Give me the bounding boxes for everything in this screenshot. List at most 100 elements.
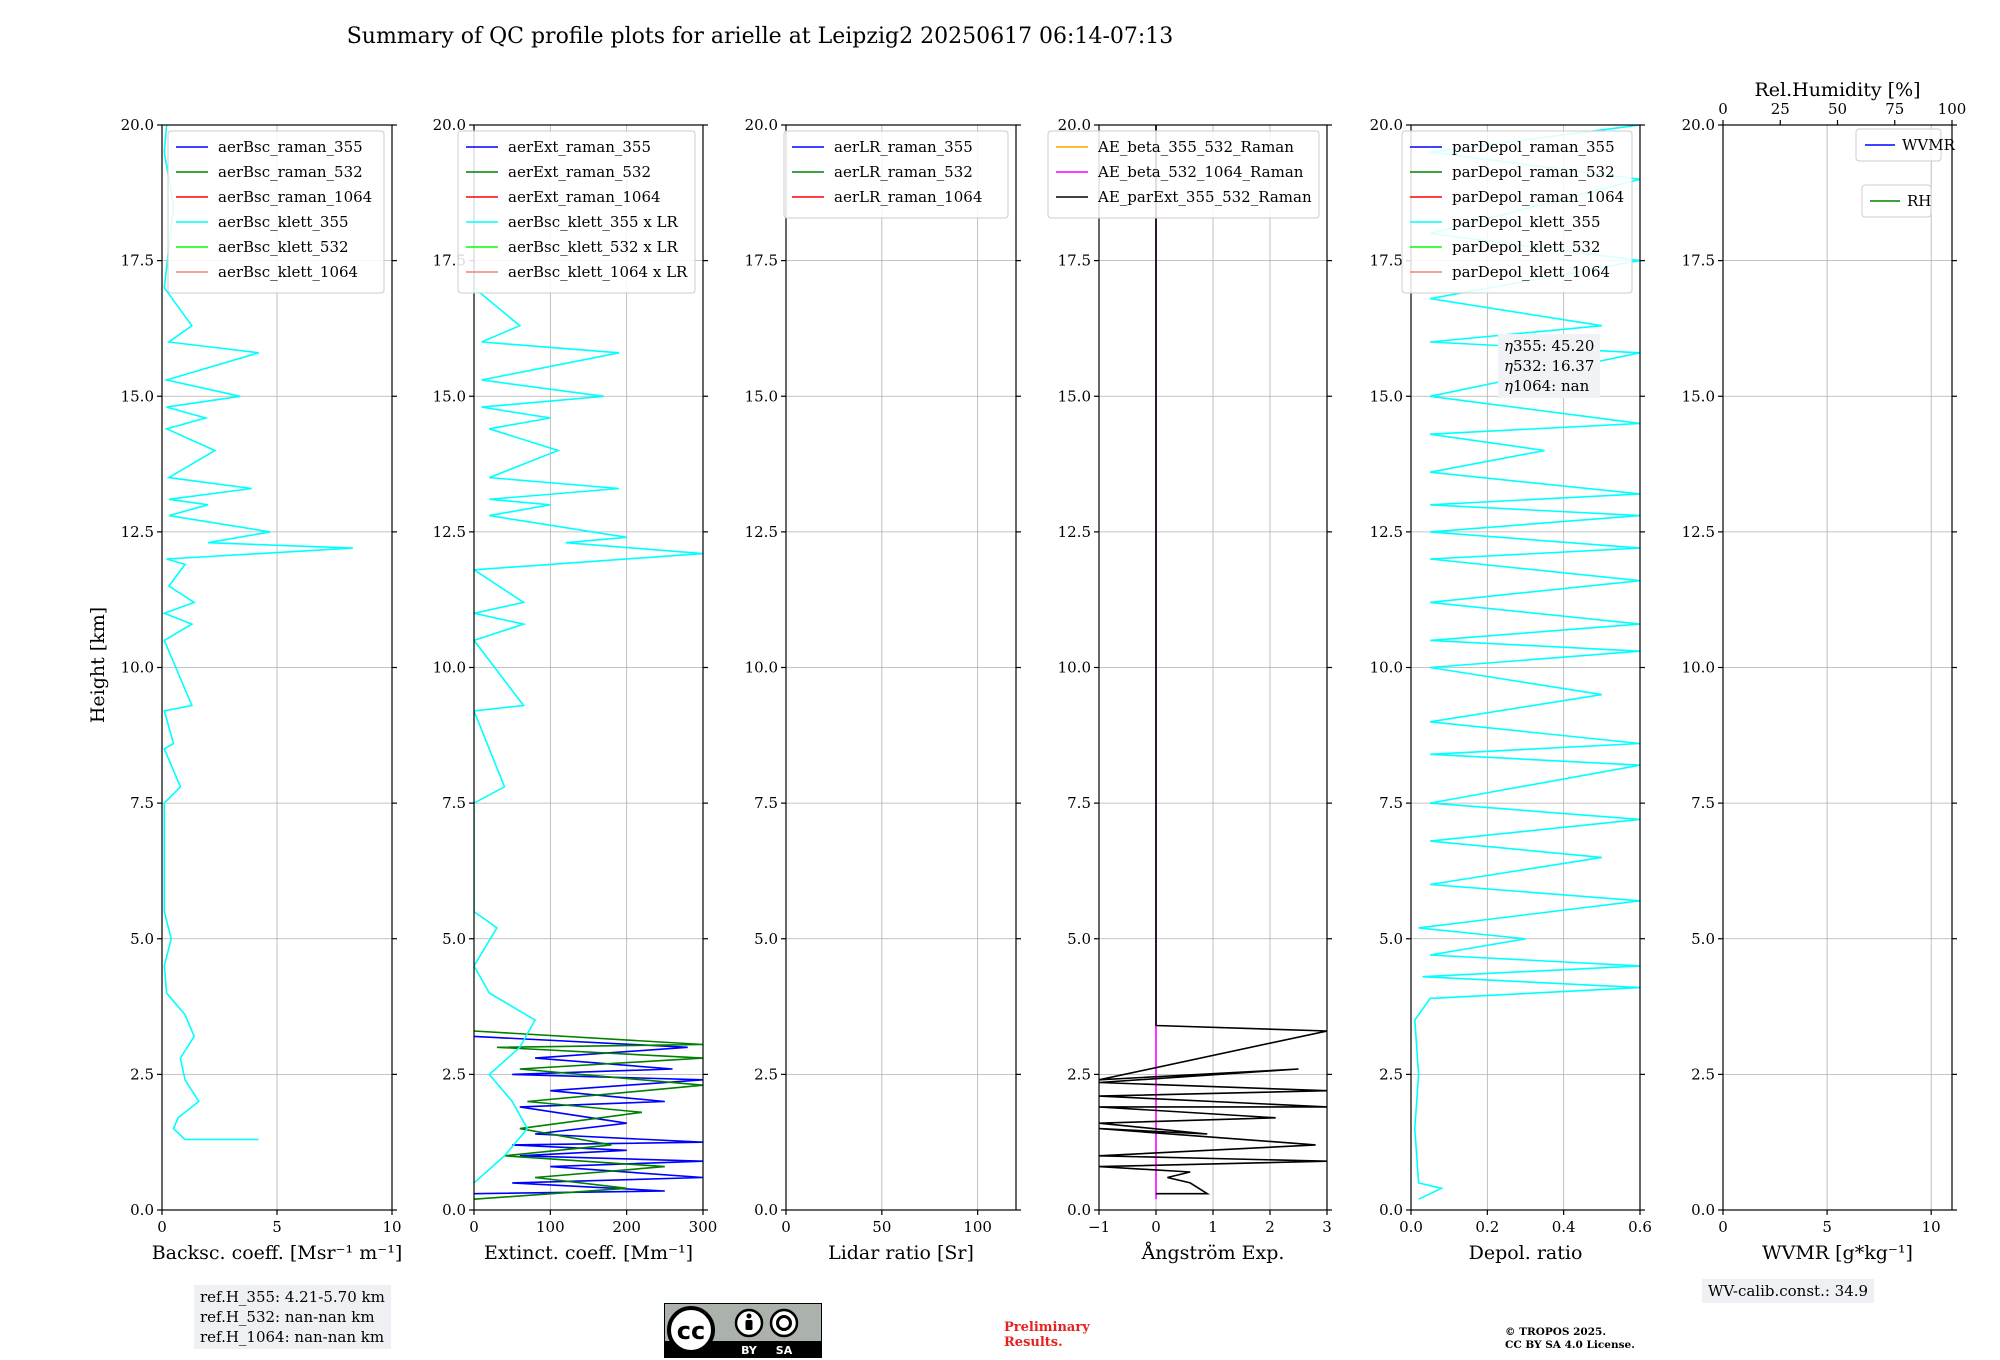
legend-box — [1047, 130, 1320, 219]
figure-title: Summary of QC profile plots for arielle … — [347, 24, 1174, 49]
series-line — [474, 1035, 703, 1195]
plot-frame — [1722, 124, 1953, 1211]
y-tick-label: 2.5 — [442, 1065, 466, 1083]
legend: aerBsc_raman_355 aerBsc_raman_532 aerBsc_r… — [167, 130, 385, 294]
plot-frame — [1098, 124, 1328, 1211]
legend-label: RH — [1907, 192, 1931, 210]
y-tick-label: 0.0 — [1691, 1201, 1715, 1219]
legend-label: aerBsc_klett_1064 x LR — [508, 263, 688, 281]
legend-label: aerBsc_klett_532 x LR — [508, 238, 679, 256]
panel-1: 0.0 2.5 5.0 7.5 10.0 12.5 15.0 17.5 20.0 0 5 10 Back… — [121, 116, 403, 1264]
y-tick-label: 17.5 — [121, 252, 154, 270]
y-tick-label: 10.0 — [121, 659, 154, 677]
copyright-note: © TROPOS 2025. CC BY SA 4.0 License. — [1505, 1326, 1635, 1352]
y-tick-label: 0.0 — [1067, 1201, 1091, 1219]
y-tick-label: 2.5 — [130, 1065, 154, 1083]
y-tick-label: 15.0 — [1370, 387, 1403, 405]
legend-label: aerBsc_klett_355 x LR — [508, 213, 679, 231]
ref-height-532: ref.H_532: nan-nan km — [200, 1308, 375, 1326]
y-tick-label: 17.5 — [1682, 252, 1715, 270]
y-tick-label: 15.0 — [1682, 387, 1715, 405]
y-tick-label: 5.0 — [442, 930, 466, 948]
legend-label: aerLR_raman_355 — [834, 138, 973, 156]
y-tick-label: 15.0 — [1058, 387, 1091, 405]
x-tick-label: 300 — [689, 1218, 718, 1236]
x2-tick-label: 75 — [1885, 100, 1904, 118]
panel-5: 0.0 2.5 5.0 7.5 10.0 12.5 15.0 17.5 20.0 0.0 0.2 0.… — [1370, 116, 1652, 1264]
legend: aerLR_raman_355 aerLR_raman_532 aerLR_rama… — [783, 130, 1009, 219]
eta-355: 355: 45.20 — [1513, 337, 1595, 355]
eta-symbol: η — [1504, 377, 1513, 395]
legend-label: aerBsc_klett_1064 — [218, 263, 358, 281]
legend-label: aerBsc_raman_355 — [218, 138, 363, 156]
x-tick-label: 0.6 — [1628, 1218, 1652, 1236]
legend-label: aerBsc_klett_355 — [218, 213, 349, 231]
y-tick-label: 2.5 — [754, 1065, 778, 1083]
x-tick-label: 1 — [1208, 1218, 1218, 1236]
y-tick-label: 15.0 — [121, 387, 154, 405]
y-tick-label: 15.0 — [745, 387, 778, 405]
x2-tick-label: 100 — [1938, 100, 1967, 118]
legend: aerExt_raman_355 aerExt_raman_532 aerExt_r… — [457, 130, 696, 294]
y-tick-label: 20.0 — [433, 116, 466, 134]
legend: RH — [1861, 184, 1932, 218]
cc-license-logo: cc BY SA — [664, 1303, 822, 1358]
legend-box — [1855, 128, 1942, 162]
y-tick-label: 12.5 — [745, 523, 778, 541]
legend-label: aerBsc_klett_532 — [218, 238, 349, 256]
x-tick-label: 2 — [1265, 1218, 1275, 1236]
x-tick-label: 0.2 — [1475, 1218, 1499, 1236]
y-tick-label: 0.0 — [442, 1201, 466, 1219]
series-line — [162, 125, 353, 1141]
x-axis-label: Lidar ratio [Sr] — [828, 1242, 974, 1264]
y-tick-label: 17.5 — [1370, 252, 1403, 270]
legend-label: parDepol_klett_532 — [1452, 238, 1601, 256]
legend-label: aerLR_raman_532 — [834, 163, 973, 181]
y-tick-label: 15.0 — [433, 387, 466, 405]
x-tick-label: 0 — [1718, 1218, 1728, 1236]
legend-label: aerBsc_raman_1064 — [218, 188, 372, 206]
y-tick-label: 5.0 — [1691, 930, 1715, 948]
ref-height-355: ref.H_355: 4.21-5.70 km — [200, 1288, 385, 1306]
legend-label: WVMR — [1902, 136, 1956, 154]
eta-532: 532: 16.37 — [1513, 357, 1595, 375]
plot-frame — [1410, 124, 1641, 1211]
x-tick-label: 5 — [272, 1218, 282, 1236]
legend-label: AE_beta_355_532_Raman — [1097, 138, 1294, 156]
panel-4: 0.0 2.5 5.0 7.5 10.0 12.5 15.0 17.5 20.0 −1 0 1 2 3 Ån… — [1047, 116, 1332, 1264]
x-axis-label: WVMR [g*kg⁻¹] — [1762, 1242, 1913, 1264]
x-tick-label: 0.4 — [1552, 1218, 1576, 1236]
x-tick-label: 0 — [1151, 1218, 1161, 1236]
x-axis-label: Depol. ratio — [1469, 1242, 1583, 1264]
y-tick-label: 0.0 — [754, 1201, 778, 1219]
plot-frame — [161, 124, 393, 1211]
x-tick-label: 100 — [963, 1218, 992, 1236]
y-tick-label: 7.5 — [1379, 794, 1403, 812]
x-tick-label: −1 — [1088, 1218, 1110, 1236]
y-tick-label: 20.0 — [1370, 116, 1403, 134]
y-tick-label: 7.5 — [754, 794, 778, 812]
x-tick-label: 0 — [469, 1218, 479, 1236]
x-axis-label: Backsc. coeff. [Msr⁻¹ m⁻¹] — [152, 1242, 403, 1264]
y-tick-label: 12.5 — [433, 523, 466, 541]
legend-label: parDepol_raman_355 — [1452, 138, 1615, 156]
ref-height-1064: ref.H_1064: nan-nan km — [200, 1328, 385, 1346]
legend: AE_beta_355_532_Raman AE_beta_532_1064_Ra… — [1047, 130, 1320, 219]
x-tick-label: 200 — [612, 1218, 641, 1236]
y-tick-label: 5.0 — [1067, 930, 1091, 948]
eta-symbol: η — [1504, 337, 1513, 355]
legend: parDepol_raman_355 parDepol_raman_532 parD… — [1401, 130, 1633, 294]
panels: 0.02.55.07.510.012.515.017.520.00 5 10Back… — [121, 79, 1967, 1264]
x-axis-label: Extinct. coeff. [Mm⁻¹] — [484, 1242, 693, 1264]
legend-label: aerBsc_raman_532 — [218, 163, 363, 181]
y-tick-label: 2.5 — [1691, 1065, 1715, 1083]
legend-label: aerExt_raman_355 — [508, 138, 651, 156]
y-tick-label: 20.0 — [1682, 116, 1715, 134]
y-tick-label: 5.0 — [754, 930, 778, 948]
legend-box — [1401, 130, 1633, 294]
y-tick-label: 5.0 — [1379, 930, 1403, 948]
series-line — [1099, 125, 1327, 1195]
series-line — [474, 125, 703, 1184]
y-tick-label: 20.0 — [121, 116, 154, 134]
y-tick-label: 7.5 — [1691, 794, 1715, 812]
